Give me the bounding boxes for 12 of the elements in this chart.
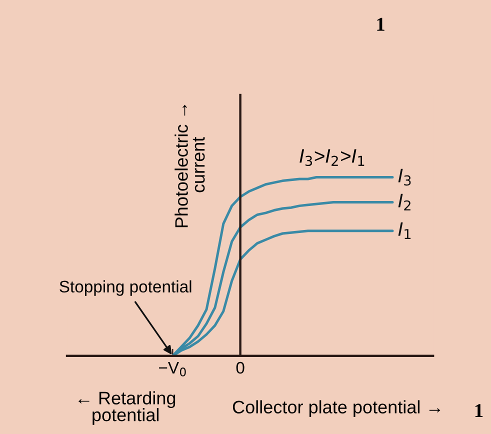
- annotation: Stopping potential: [60, 280, 192, 296]
- series-label: I$_{3}$: [398, 168, 411, 186]
- y-axis-title: Photoelectric → current: [174, 104, 205, 228]
- text: 1: [475, 404, 483, 417]
- text: 1: [377, 18, 384, 31]
- series-label: I$_{1}$: [398, 222, 411, 239]
- x-axis-title: Collector plate potential →: [232, 400, 440, 418]
- x-tick-label: −V$_{0}$: [159, 362, 186, 376]
- x-tick-label: 0: [236, 362, 244, 374]
- text: ← Retarding potential: [78, 391, 176, 425]
- text: I$_{3}$>I$_{2}$>I$_{1}$: [300, 149, 364, 166]
- series-label: I$_{2}$: [398, 194, 410, 210]
